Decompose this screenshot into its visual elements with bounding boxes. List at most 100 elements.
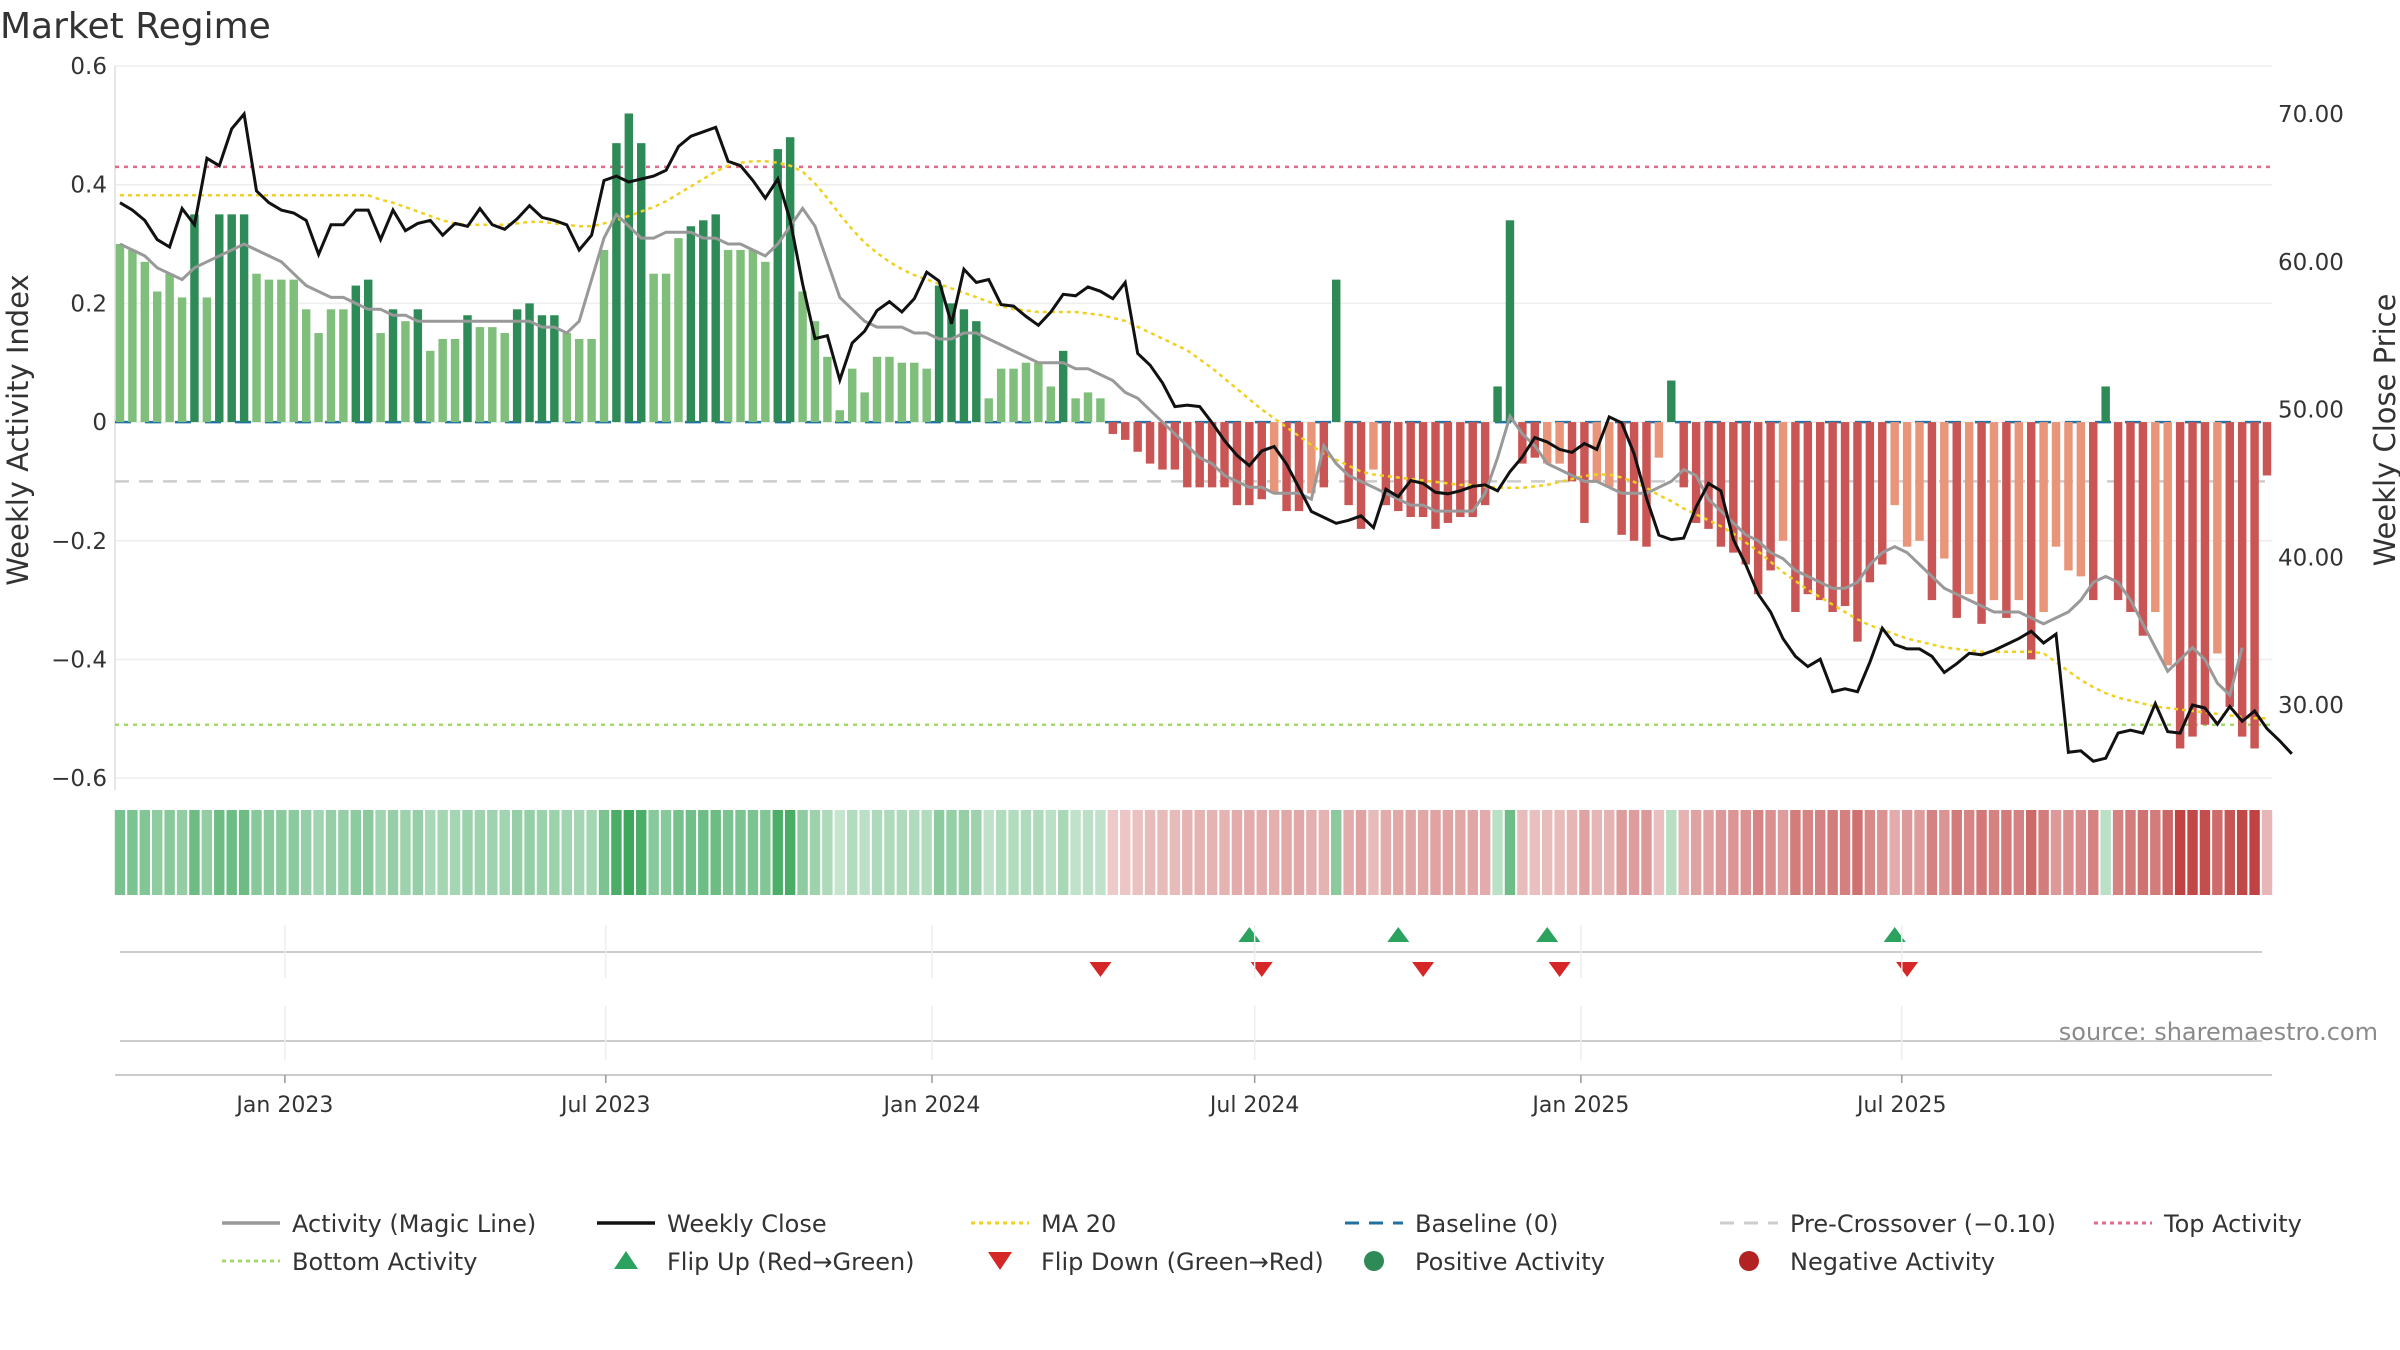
activity-bar <box>1058 350 1068 423</box>
regime-strip-cell <box>1244 810 1255 895</box>
regime-strip-cell <box>896 810 908 895</box>
regime-strip-cell <box>573 810 585 895</box>
regime-strip-cell <box>238 810 250 895</box>
activity-bar <box>835 410 845 423</box>
regime-strip-cell <box>660 810 672 895</box>
activity-bar <box>1456 422 1465 518</box>
regime-strip-cell <box>338 810 349 895</box>
regime-strip-cell <box>2013 810 2025 895</box>
activity-bar <box>1840 422 1850 607</box>
regime-strip-cell <box>1206 810 1218 895</box>
activity-bar <box>1083 392 1093 423</box>
regime-strip-cell <box>1790 810 1801 895</box>
activity-bar <box>1518 422 1527 464</box>
activity-bar <box>1989 422 1999 601</box>
regime-strip-cell <box>2150 810 2161 895</box>
activity-bar <box>1741 422 1750 565</box>
activity-bar <box>823 356 832 423</box>
activity-bar <box>1704 422 1713 529</box>
regime-strip-cell <box>1616 810 1627 895</box>
regime-strip-cell <box>1082 810 1094 895</box>
regime-strip-cell <box>226 810 237 895</box>
activity-bar <box>1729 422 1738 553</box>
regime-strip-cell <box>1765 810 1776 895</box>
activity-bar <box>1753 422 1763 595</box>
activity-bar <box>599 249 609 423</box>
activity-bar <box>649 273 658 423</box>
activity-bar <box>1443 422 1453 523</box>
regime-strip-cell <box>1318 810 1330 895</box>
activity-bar <box>562 333 571 423</box>
flip-markers-panel <box>120 927 2262 977</box>
activity-bar <box>227 214 236 423</box>
regime-strip-cell <box>698 810 709 895</box>
activity-bar <box>2064 422 2073 571</box>
activity-bar <box>2101 386 2110 423</box>
regime-strip-cell <box>524 810 535 895</box>
regime-strip-cell <box>189 810 200 895</box>
activity-bar <box>1133 422 1142 452</box>
flip-down-marker <box>1896 962 1919 977</box>
ma20-line <box>120 160 2267 720</box>
regime-strip-cell <box>437 810 448 895</box>
regime-strip-cell <box>685 810 697 895</box>
regime-strip-cell <box>2001 810 2012 895</box>
y-tick-label: 0.6 <box>70 54 107 80</box>
y2-tick-label: 70.00 <box>2278 102 2344 128</box>
regime-strip-cell <box>673 810 684 895</box>
regime-strip-cell <box>300 810 312 895</box>
legend-label: Negative Activity <box>1790 1248 1995 1276</box>
activity-bar <box>1468 422 1477 518</box>
regime-strip-cell <box>511 810 523 895</box>
regime-strip-cell <box>1045 810 1056 895</box>
activity-bar <box>413 309 423 423</box>
activity-bar <box>1778 422 1788 541</box>
regime-strip-cell <box>2100 810 2111 895</box>
y2-tick-label: 60.00 <box>2278 250 2344 276</box>
regime-strip-cell <box>1951 810 1962 895</box>
regime-strip-cell <box>1355 810 1367 895</box>
activity-bar <box>674 238 683 423</box>
regime-strip-cell <box>1690 810 1702 895</box>
activity-bar <box>996 368 1006 423</box>
regime-strip-cell <box>2212 810 2223 895</box>
regime-strip-cell <box>1889 810 1900 895</box>
activity-bar <box>2039 422 2048 612</box>
flip-up-marker <box>1883 927 1906 942</box>
activity-bar <box>1865 422 1875 583</box>
regime-strip-cell <box>1976 810 1987 895</box>
regime-strip-cell <box>648 810 659 895</box>
activity-bar <box>1977 422 1986 624</box>
y2-tick-label: 50.00 <box>2278 398 2344 424</box>
regime-strip-cell <box>1169 810 1181 895</box>
regime-strip-cell <box>834 810 846 895</box>
activity-bar <box>2188 422 2197 737</box>
activity-bar <box>351 285 361 423</box>
regime-strip-cell <box>747 810 759 895</box>
activity-bar <box>426 350 435 423</box>
activity-bar <box>289 279 298 423</box>
regime-strip-cell <box>362 810 374 895</box>
regime-strip-cell <box>847 810 858 895</box>
activity-bar <box>897 362 907 423</box>
activity-bar <box>376 333 385 423</box>
activity-bar <box>1555 422 1564 464</box>
regime-strip-cell <box>1529 810 1540 895</box>
activity-bar <box>2076 422 2086 577</box>
bottom-panel <box>115 1040 2272 1076</box>
activity-bar <box>984 398 993 423</box>
activity-bar <box>860 392 869 423</box>
activity-bar <box>277 279 286 423</box>
activity-bar <box>1406 422 1415 518</box>
activity-bar <box>1964 422 1974 595</box>
regime-strip-cell <box>1157 810 1168 895</box>
legend-label: Bottom Activity <box>292 1248 477 1276</box>
activity-bar <box>847 368 857 423</box>
activity-bar <box>773 149 782 423</box>
activity-bar <box>252 273 261 423</box>
activity-bar <box>1418 422 1428 518</box>
activity-bar <box>2089 422 2098 601</box>
regime-strip-cell <box>1628 810 1640 895</box>
activity-bar <box>2200 422 2210 725</box>
legend-label: Flip Up (Red→Green) <box>667 1248 915 1276</box>
